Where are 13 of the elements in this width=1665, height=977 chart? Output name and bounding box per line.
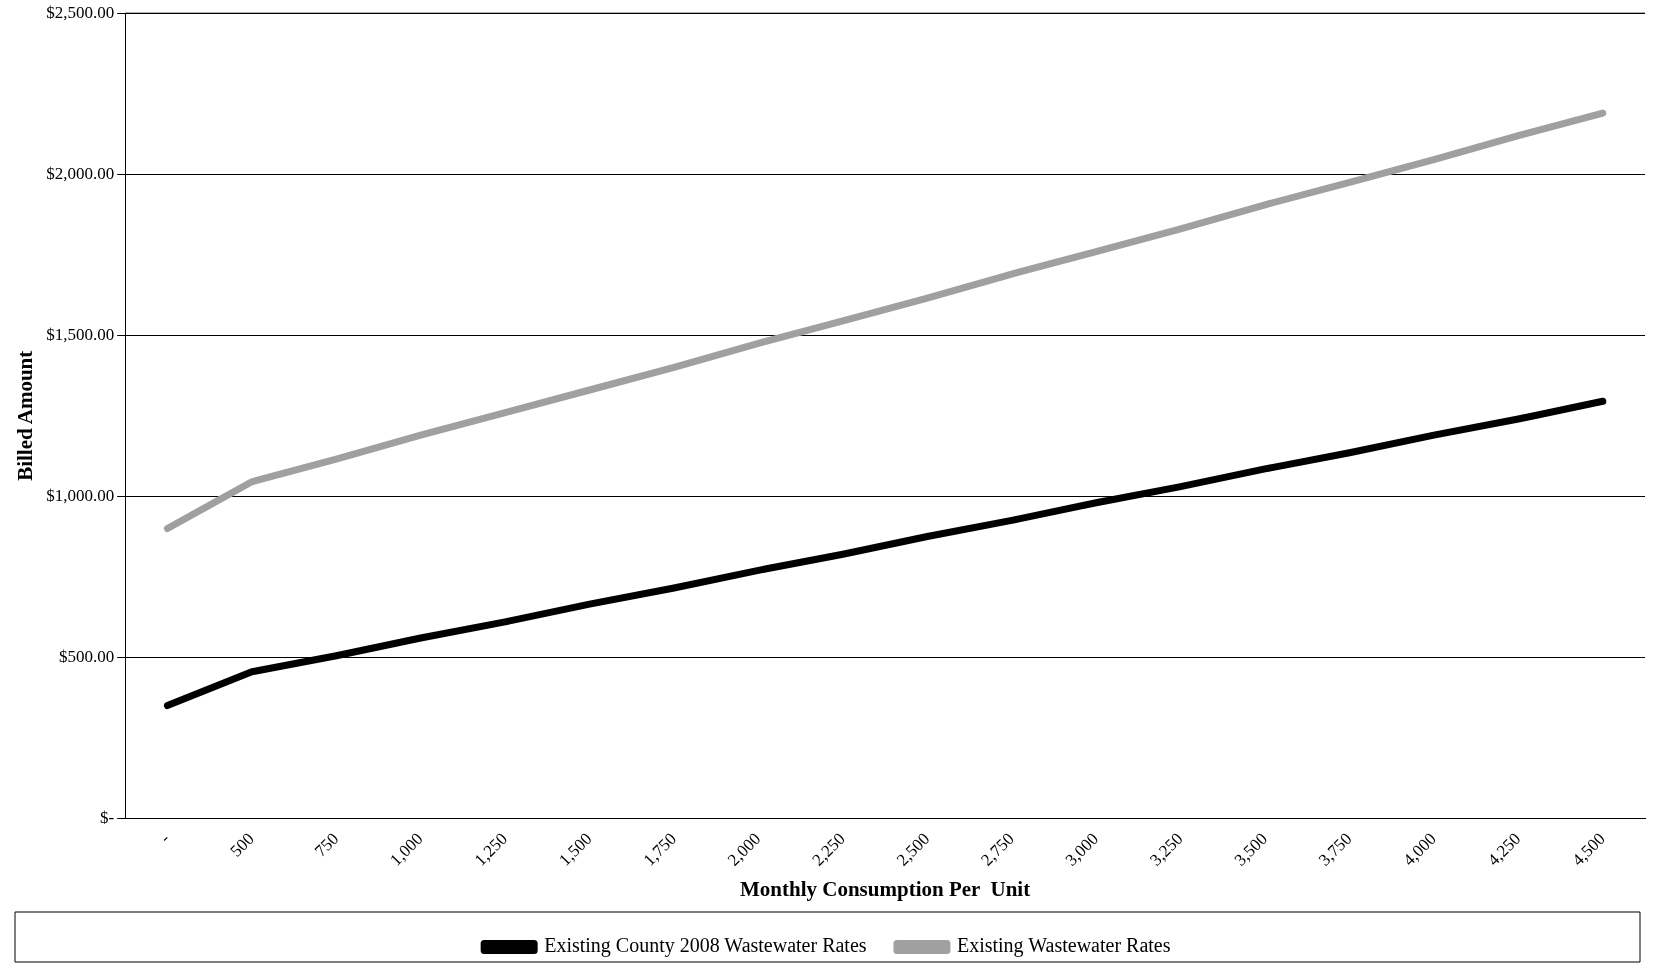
y-tick-label: $2,500.00	[46, 2, 115, 22]
y-tick-label: $-	[100, 807, 115, 827]
x-tick-label: -	[155, 828, 174, 847]
x-axis-title: Monthly Consumption Per Unit	[740, 876, 1031, 901]
legend-label: Existing Wastewater Rates	[956, 934, 1171, 958]
x-tick-label: 500	[226, 829, 258, 861]
x-tick-label: 750	[310, 829, 343, 861]
y-tick-label: $500.00	[58, 646, 115, 666]
y-tick-label: $2,000.00	[46, 163, 115, 183]
y-tick-label: $1,000.00	[46, 485, 115, 505]
y-axis-title: Billed Amount	[13, 350, 38, 481]
y-tick-label: $1,500.00	[46, 324, 115, 344]
legend-label: Existing County 2008 Wastewater Rates	[544, 934, 867, 958]
